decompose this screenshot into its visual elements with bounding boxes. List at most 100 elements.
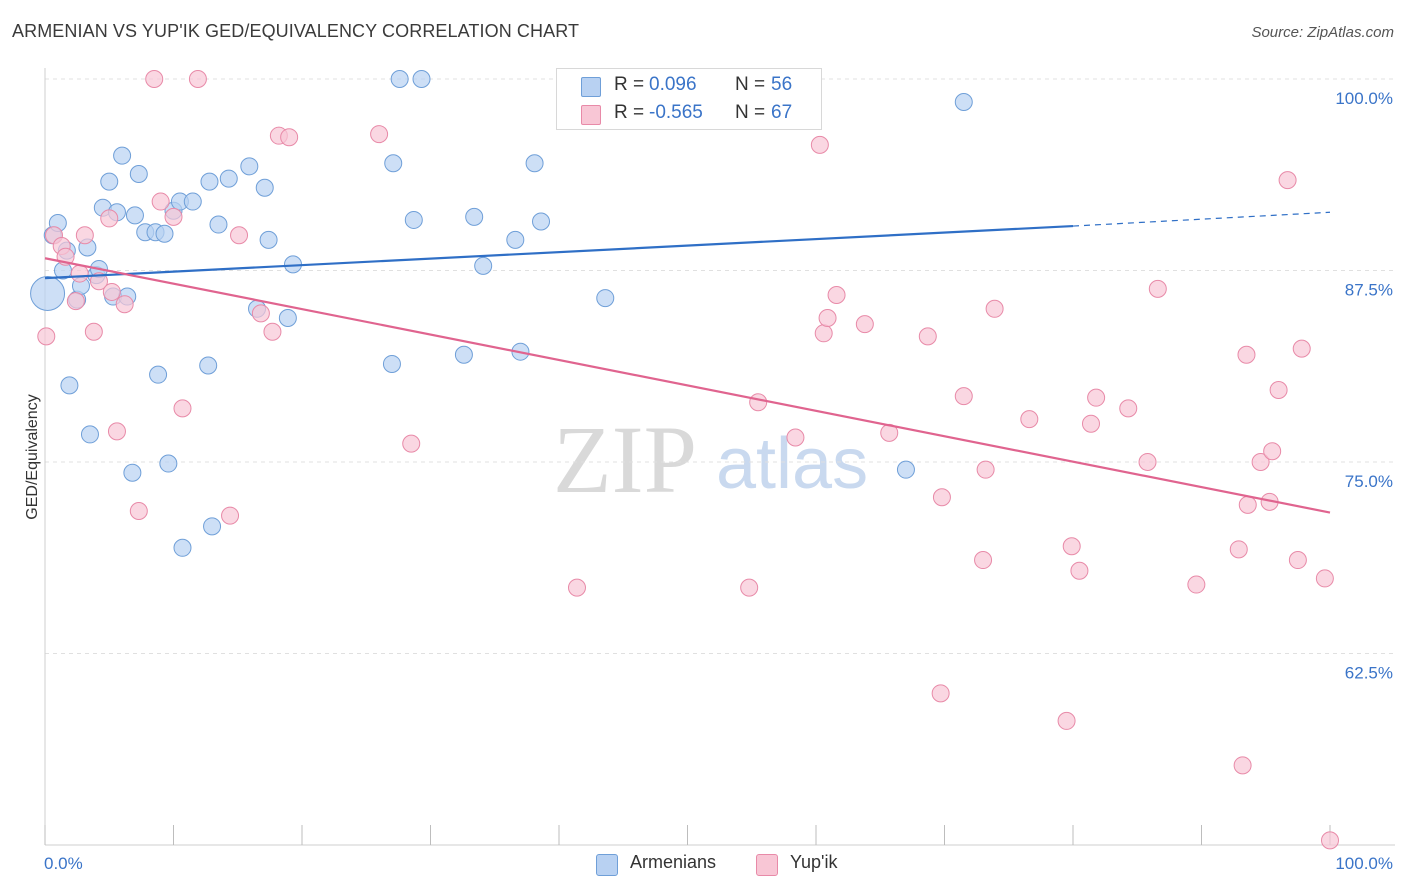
trend-line-armenians: [44, 224, 1074, 280]
point-armenians: [525, 154, 544, 173]
n-label: N =: [735, 74, 766, 95]
point-armenians: [465, 207, 484, 226]
y-tick-label: 87.5%: [1345, 281, 1393, 300]
point-yupik: [974, 551, 993, 570]
point-yupik: [1081, 414, 1100, 433]
point-yupik: [402, 434, 421, 453]
point-armenians: [596, 289, 615, 308]
source-credit: Source: ZipAtlas.com: [1251, 24, 1394, 41]
point-armenians: [123, 463, 142, 482]
legend-label-yupik: Yup'ik: [790, 852, 838, 872]
legend-row-yupik: R = -0.565 N = 67: [557, 101, 821, 127]
point-yupik: [1251, 453, 1270, 471]
point-yupik: [100, 209, 119, 228]
point-yupik: [164, 207, 183, 226]
point-yupik: [370, 125, 389, 144]
point-yupik: [1229, 540, 1248, 559]
point-yupik: [129, 502, 148, 521]
point-yupik: [1119, 399, 1138, 418]
point-armenians: [382, 354, 401, 373]
point-armenians: [454, 345, 473, 364]
point-yupik: [1315, 569, 1334, 588]
point-yupik: [37, 327, 56, 346]
point-armenians: [183, 192, 202, 211]
point-armenians: [155, 224, 174, 243]
r-value: -0.565: [649, 102, 703, 123]
point-yupik: [976, 460, 995, 479]
point-yupik: [1057, 711, 1076, 730]
point-yupik: [1238, 495, 1257, 514]
point-yupik: [102, 282, 121, 301]
trend-line-yupik: [44, 257, 1331, 514]
point-yupik: [221, 506, 240, 525]
point-armenians: [954, 92, 973, 111]
point-armenians: [203, 517, 222, 536]
trend-line-dashed-armenians: [1072, 211, 1331, 227]
n-label: N =: [735, 102, 766, 123]
r-value: 0.096: [649, 74, 697, 95]
point-armenians: [404, 210, 423, 229]
point-yupik: [66, 292, 85, 311]
axes: [44, 68, 1395, 846]
chart-title: ARMENIAN VS YUP'IK GED/EQUIVALENCY CORRE…: [12, 21, 580, 41]
point-yupik: [151, 192, 170, 211]
point-armenians: [506, 230, 525, 249]
point-yupik: [740, 578, 759, 597]
point-yupik: [1187, 575, 1206, 594]
point-armenians: [240, 157, 259, 176]
point-yupik: [954, 387, 973, 406]
point-armenians: [896, 460, 915, 479]
point-yupik: [818, 308, 837, 327]
point-yupik: [230, 226, 249, 245]
point-yupik: [931, 684, 950, 703]
point-yupik: [1263, 442, 1282, 461]
point-yupik: [567, 578, 586, 597]
point-armenians: [80, 425, 99, 444]
trend-lines: [44, 211, 1331, 514]
correlation-legend: R = 0.096 N = 56 R = -0.565 N = 67: [556, 68, 822, 130]
y-tick-label: 100.0%: [1335, 89, 1393, 108]
point-yupik: [115, 295, 134, 314]
y-axis-label: GED/Equivalency: [24, 394, 41, 519]
point-armenians: [173, 538, 192, 557]
point-armenians: [390, 70, 409, 88]
point-yupik: [84, 322, 103, 341]
legend-swatch-armenians: [596, 854, 618, 876]
point-yupik: [814, 324, 833, 343]
data-points: [30, 70, 1339, 850]
point-yupik: [1278, 171, 1297, 190]
point-yupik: [1292, 339, 1311, 358]
x-tick-label-end: 100.0%: [1335, 854, 1393, 873]
point-yupik: [251, 304, 270, 323]
y-tick-label: 62.5%: [1345, 664, 1393, 683]
point-yupik: [280, 128, 299, 147]
point-yupik: [75, 226, 94, 245]
point-armenians: [199, 356, 218, 375]
point-yupik: [918, 327, 937, 346]
point-yupik: [1070, 561, 1089, 580]
point-armenians: [412, 70, 431, 88]
point-yupik: [89, 272, 108, 291]
point-armenians: [30, 275, 66, 311]
point-yupik: [1020, 410, 1039, 429]
legend-row-armenians: R = 0.096 N = 56: [557, 73, 821, 99]
point-armenians: [474, 256, 493, 275]
point-armenians: [159, 454, 178, 473]
tick-labels: 62.5% 75.0% 87.5% 100.0% 0.0% 100.0%: [44, 89, 1393, 873]
watermark-zip: ZIP: [553, 406, 697, 513]
y-tick-label: 75.0%: [1345, 472, 1393, 491]
point-armenians: [149, 365, 168, 384]
point-yupik: [263, 322, 282, 341]
legend-swatch-yupik: [756, 854, 778, 876]
point-yupik: [107, 422, 126, 441]
point-yupik: [827, 286, 846, 305]
point-armenians: [200, 172, 219, 191]
point-yupik: [1237, 345, 1256, 364]
point-yupik: [985, 299, 1004, 318]
legend-label-armenians: Armenians: [630, 852, 717, 872]
n-value: 56: [771, 74, 793, 95]
point-yupik: [1321, 831, 1339, 850]
point-armenians: [100, 172, 119, 191]
n-value: 67: [771, 102, 793, 123]
